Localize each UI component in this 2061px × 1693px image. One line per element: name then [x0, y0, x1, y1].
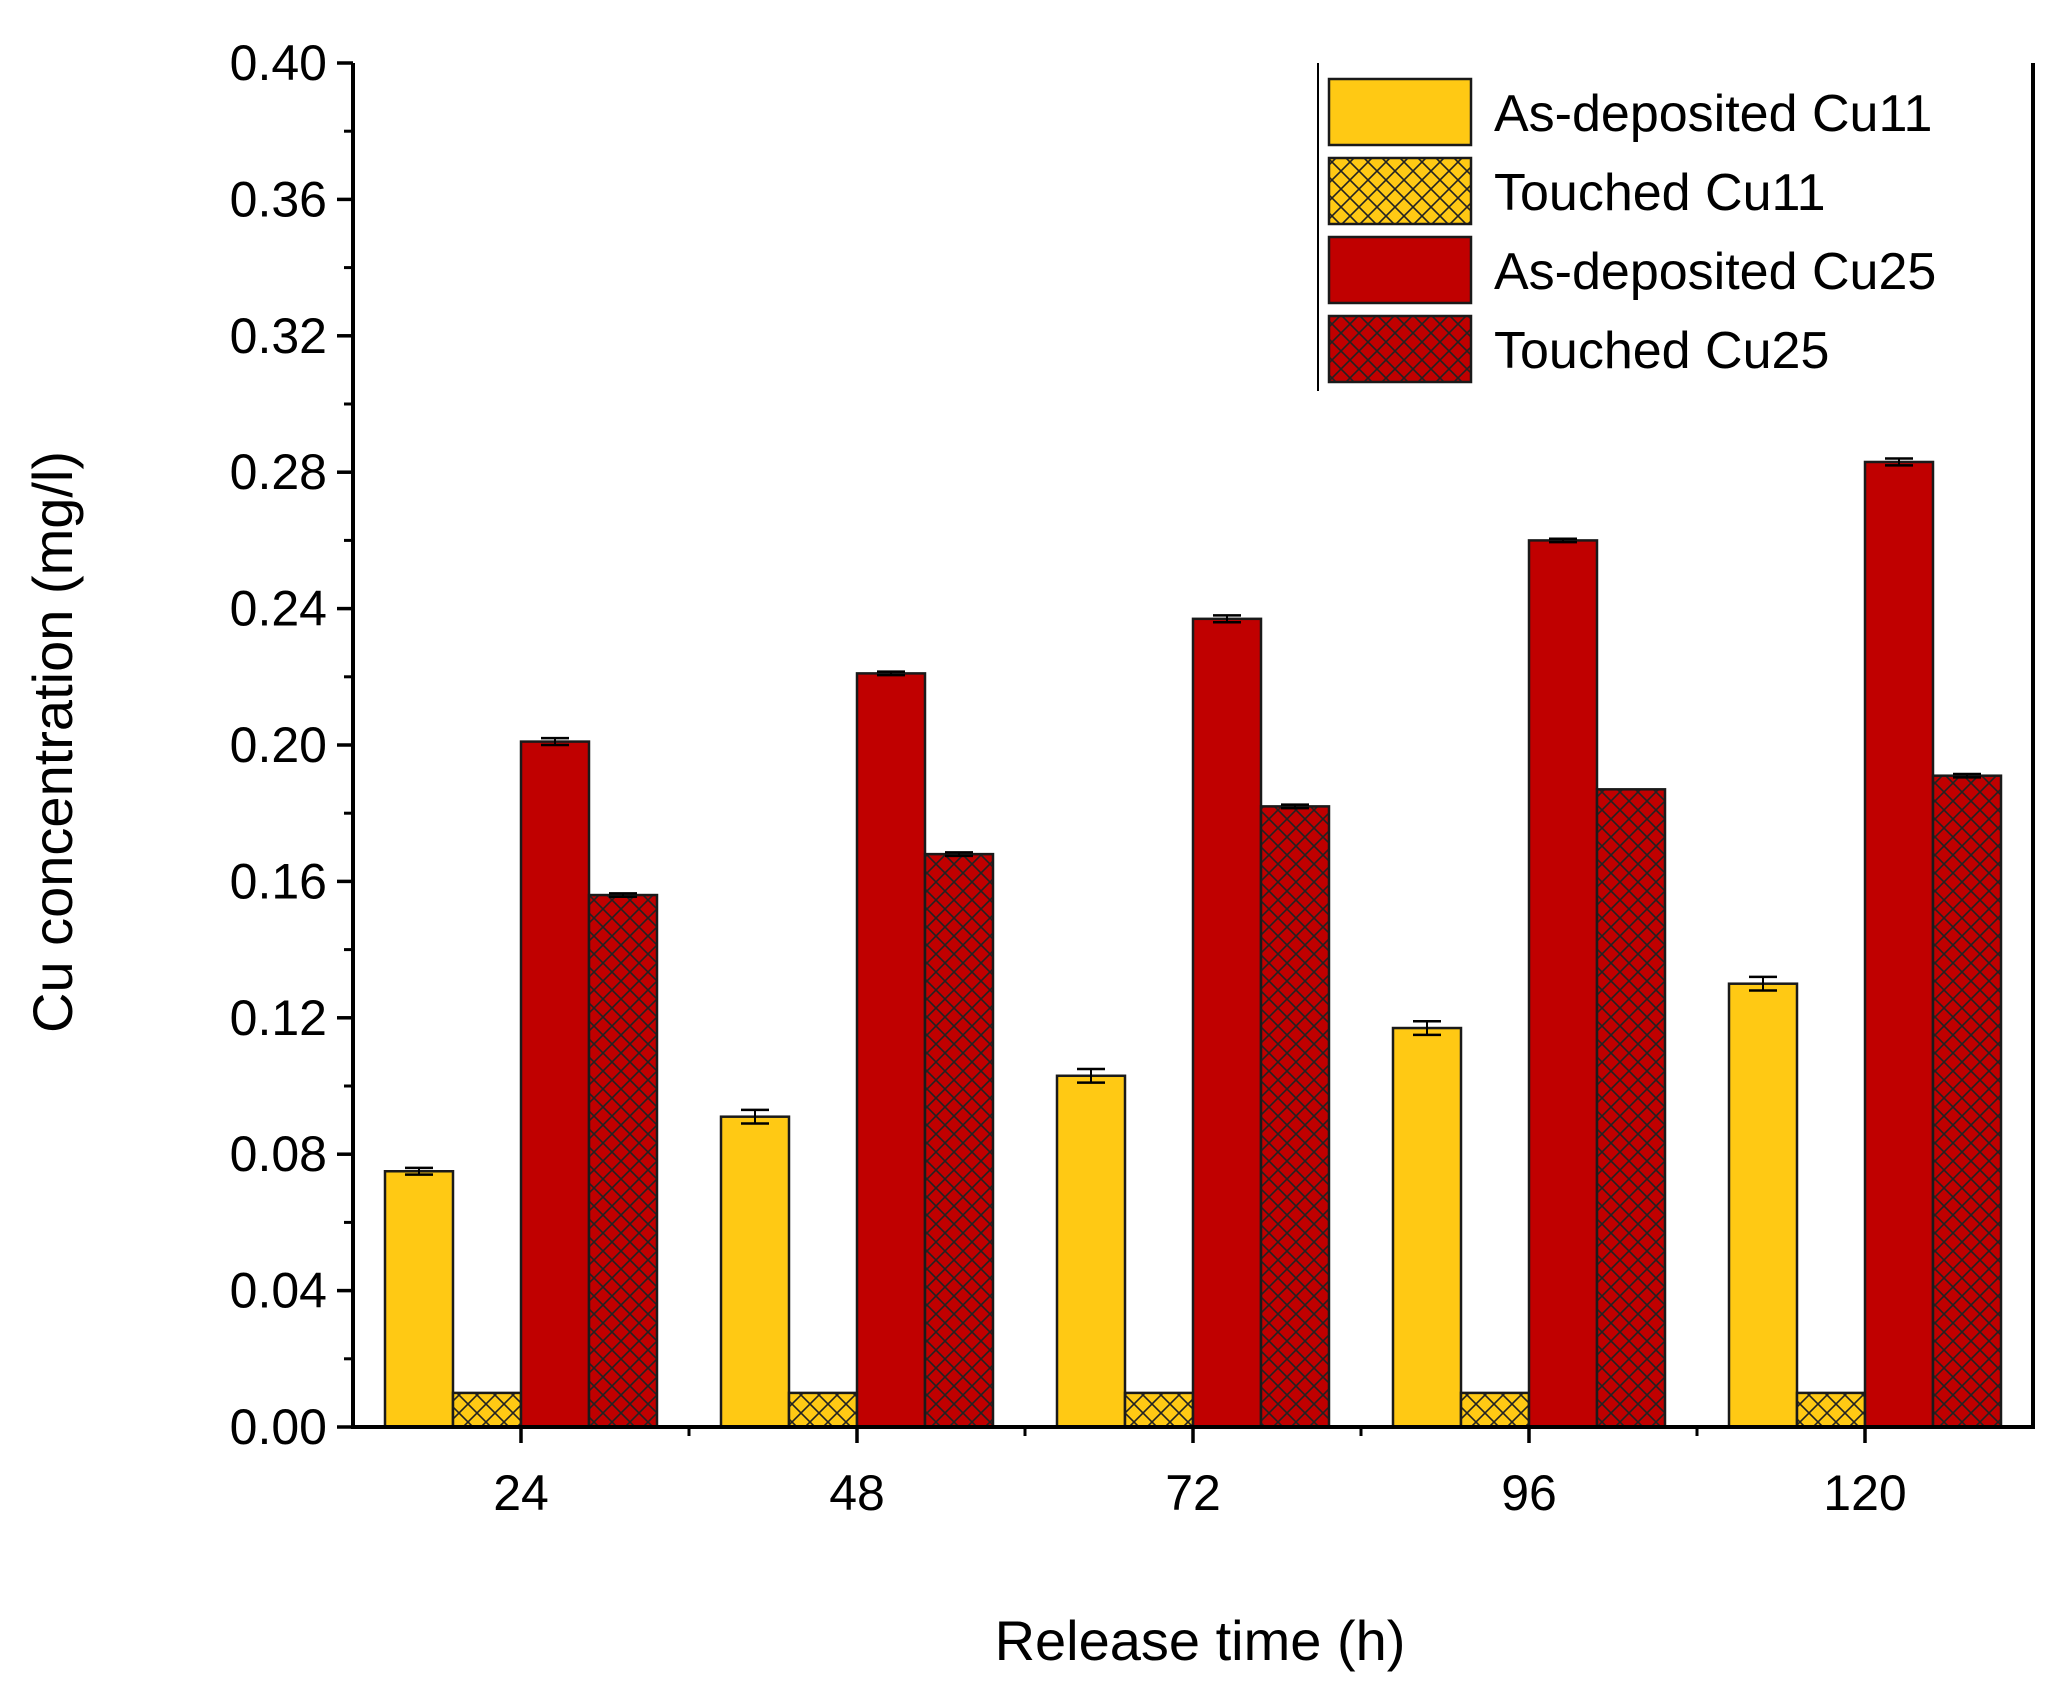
legend-swatch-1 — [1327, 156, 1473, 226]
legend-swatch-0 — [1327, 77, 1473, 147]
bar-0-1 — [719, 1115, 791, 1429]
y-tick-label: 0.20 — [230, 717, 327, 773]
x-tick-label: 24 — [493, 1465, 549, 1521]
y-tick-label: 0.00 — [230, 1399, 327, 1455]
y-axis: 0.00 0.04 0.08 0.12 0.16 0.20 0.24 0.28 0.32 0.36… — [230, 35, 355, 1455]
bar-2-4 — [1863, 460, 1935, 1429]
bar-2-0 — [519, 740, 591, 1429]
y-tick-label: 0.36 — [230, 171, 327, 227]
x-axis: 24 48 72 96 120 — [351, 1425, 2035, 1521]
bar-1-3 — [1459, 1391, 1531, 1429]
bar-3-3 — [1595, 788, 1667, 1429]
y-tick-label: 0.04 — [230, 1263, 327, 1319]
bar-1-2 — [1123, 1391, 1195, 1429]
bar-0-0 — [383, 1170, 455, 1429]
bar-2-1 — [855, 672, 927, 1429]
bar-2-2 — [1191, 617, 1263, 1429]
legend-label-2: As-deposited Cu25 — [1494, 243, 1936, 301]
y-tick-label: 0.16 — [230, 853, 327, 909]
y-tick-label: 0.24 — [230, 581, 327, 637]
x-axis-title: Release time (h) — [995, 1609, 1406, 1672]
bar-0-3 — [1391, 1026, 1463, 1429]
x-tick-label: 72 — [1165, 1465, 1221, 1521]
y-tick-label: 0.08 — [230, 1126, 327, 1182]
legend: As-deposited Cu11 Touched Cu11 As-deposite… — [1317, 63, 1936, 391]
y-tick-label: 0.32 — [230, 308, 327, 364]
bar-3-4 — [1931, 774, 2003, 1429]
bar-0-4 — [1727, 982, 1799, 1429]
legend-swatch-3 — [1327, 314, 1473, 384]
bar-2-3 — [1527, 539, 1599, 1429]
x-tick-label: 48 — [829, 1465, 885, 1521]
x-tick-label: 96 — [1501, 1465, 1557, 1521]
y-axis-title: Cu concentration (mg/l) — [21, 451, 84, 1033]
legend-label-1: Touched Cu11 — [1494, 164, 1826, 222]
legend-swatch-2 — [1327, 235, 1473, 305]
y-tick-label: 0.40 — [230, 35, 327, 91]
x-tick-label: 120 — [1823, 1465, 1906, 1521]
y-tick-label: 0.28 — [230, 444, 327, 500]
bar-1-0 — [451, 1391, 523, 1429]
bar-0-2 — [1055, 1074, 1127, 1429]
legend-label-3: Touched Cu25 — [1494, 322, 1829, 380]
bar-1-4 — [1795, 1391, 1867, 1429]
y-tick-label: 0.12 — [230, 990, 327, 1046]
bar-3-0 — [587, 893, 659, 1429]
bar-3-1 — [923, 852, 995, 1429]
legend-label-0: As-deposited Cu11 — [1494, 85, 1932, 143]
bar-3-2 — [1259, 805, 1331, 1429]
bar-1-1 — [787, 1391, 859, 1429]
